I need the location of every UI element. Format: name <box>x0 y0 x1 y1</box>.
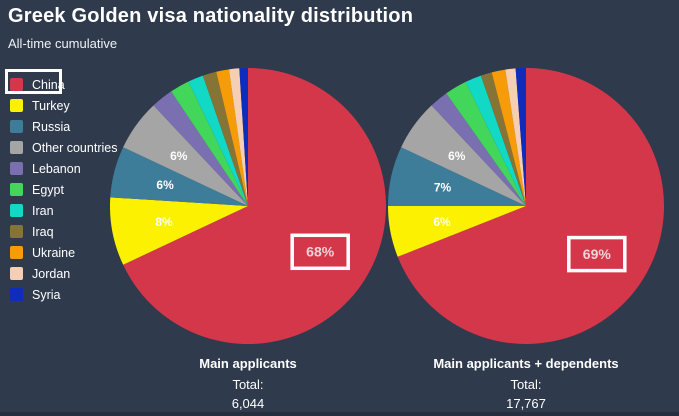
annotation-box-china <box>290 233 350 271</box>
legend-label: China <box>32 77 65 92</box>
pie-slice-china[interactable] <box>397 68 664 344</box>
annotation-box-china <box>567 235 627 273</box>
pie-slice-turkey[interactable] <box>388 206 526 257</box>
pie-caption-main-applicants: Main applicants Total: 6,044 <box>110 356 386 413</box>
pie-title: Main applicants + dependents <box>433 356 619 371</box>
legend-item-syria[interactable]: Syria <box>10 284 130 305</box>
pie-slice-iraq[interactable] <box>202 71 248 207</box>
panel-bottom-edge <box>0 412 679 416</box>
slice-label-china: 68% <box>306 244 335 260</box>
pie-slice-jordan[interactable] <box>228 68 248 207</box>
legend: China Turkey Russia Other countries Lebanon E… <box>5 69 130 305</box>
chart-subtitle: All-time cumulative <box>8 36 118 51</box>
legend-item-turkey[interactable]: Turkey <box>10 95 130 116</box>
legend-label: Iran <box>32 203 54 218</box>
legend-label: Ukraine <box>32 245 76 260</box>
legend-label: Russia <box>32 119 71 134</box>
slice-label-other-countries: 6% <box>448 149 466 163</box>
legend-label: Syria <box>32 287 61 302</box>
legend-item-egypt[interactable]: Egypt <box>10 179 130 200</box>
pie-slice-turkey[interactable] <box>110 197 248 265</box>
legend-swatch-syria <box>10 288 23 301</box>
legend-item-ukraine[interactable]: Ukraine <box>10 242 130 263</box>
legend-item-russia[interactable]: Russia <box>10 116 130 137</box>
slice-label-china: 69% <box>583 246 612 262</box>
legend-swatch-other-countries <box>10 141 23 154</box>
pie-chart-main-applicants: 68% 8% 6% 6% <box>110 68 386 344</box>
legend-swatch-china <box>10 78 23 91</box>
pie-slice-egypt[interactable] <box>171 81 248 206</box>
legend-item-other-countries[interactable]: Other countries <box>10 137 130 158</box>
legend-label: Turkey <box>32 98 70 113</box>
legend-item-iraq[interactable]: Iraq <box>10 221 130 242</box>
legend-label: Egypt <box>32 182 64 197</box>
legend-label: Iraq <box>32 224 54 239</box>
slice-label-russia: 7% <box>434 181 452 195</box>
pie-slice-lebanon[interactable] <box>153 91 248 206</box>
slice-label-other-countries: 6% <box>170 149 188 163</box>
pie-svg-main-applicants: 68% 8% 6% 6% <box>110 68 386 344</box>
slice-label-turkey: 8% <box>155 215 173 229</box>
legend-label: Jordan <box>32 266 71 281</box>
legend-swatch-russia <box>10 120 23 133</box>
slice-label-russia: 6% <box>156 178 174 192</box>
pie-slice-egypt[interactable] <box>446 81 526 206</box>
pie-slice-syria[interactable] <box>515 68 526 206</box>
pie-slice-ukraine[interactable] <box>491 69 526 206</box>
total-label: Total: <box>232 377 264 392</box>
pie-svg-main-applicants-dependents: 69% 6% 7% 6% <box>388 68 664 344</box>
pie-slice-iraq[interactable] <box>480 72 526 206</box>
page-title: Greek Golden visa nationality distributi… <box>8 5 414 27</box>
legend-swatch-iran <box>10 204 23 217</box>
legend-swatch-turkey <box>10 99 23 112</box>
total-value: 6,044 <box>231 396 265 411</box>
legend-swatch-ukraine <box>10 246 23 259</box>
legend-item-iran[interactable]: Iran <box>10 200 130 221</box>
pie-title: Main applicants <box>199 356 297 371</box>
pie-slice-lebanon[interactable] <box>431 93 526 206</box>
legend-label: Other countries <box>32 140 118 155</box>
pie-slice-russia[interactable] <box>388 147 526 206</box>
legend-item-lebanon[interactable]: Lebanon <box>10 158 130 179</box>
pie-slice-other-countries[interactable] <box>123 105 248 206</box>
pie-slice-ukraine[interactable] <box>216 69 248 206</box>
total-label: Total: <box>510 377 542 392</box>
pie-slice-syria[interactable] <box>239 68 248 206</box>
pie-slice-iran[interactable] <box>465 75 526 206</box>
legend-swatch-lebanon <box>10 162 23 175</box>
pie-slice-russia[interactable] <box>110 147 249 206</box>
pie-caption-main-applicants-dependents: Main applicants + dependents Total: 17,7… <box>388 356 664 413</box>
legend-swatch-jordan <box>10 267 23 280</box>
legend-label: Lebanon <box>32 161 81 176</box>
legend-item-jordan[interactable]: Jordan <box>10 263 130 284</box>
pie-slice-iran[interactable] <box>188 75 248 206</box>
pie-slice-china[interactable] <box>123 68 386 344</box>
pie-slice-jordan[interactable] <box>505 68 526 206</box>
slice-label-turkey: 6% <box>433 215 451 229</box>
legend-swatch-egypt <box>10 183 23 196</box>
pie-slice-other-countries[interactable] <box>401 105 526 206</box>
pie-chart-main-applicants-dependents: 69% 6% 7% 6% <box>388 68 664 344</box>
legend-swatch-iraq <box>10 225 23 238</box>
total-value: 17,767 <box>506 396 546 411</box>
